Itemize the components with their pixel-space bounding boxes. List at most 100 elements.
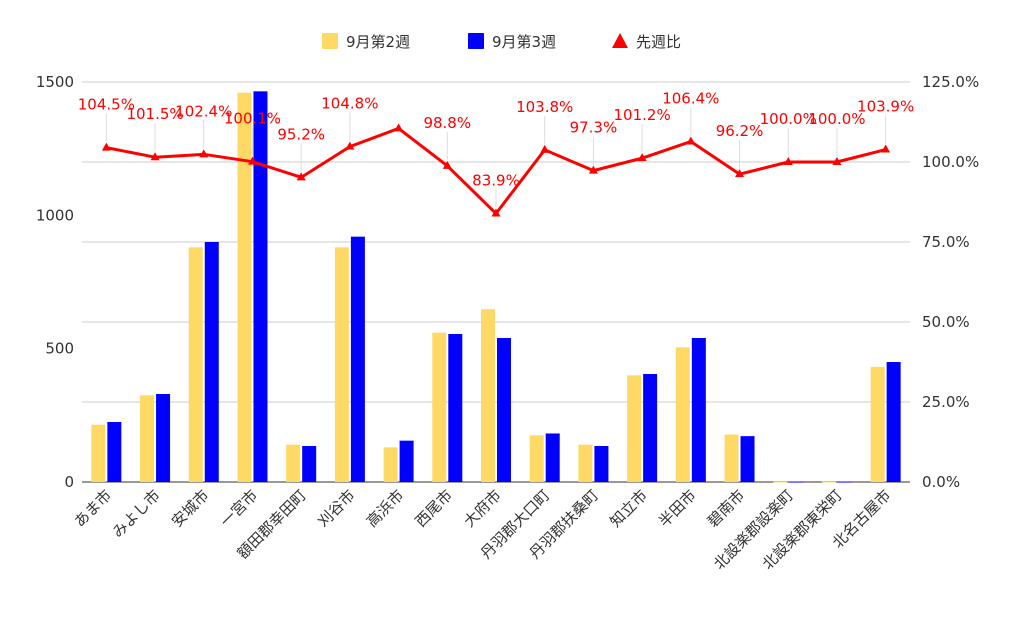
bar-week3 <box>886 362 901 482</box>
bar-week3 <box>497 338 511 482</box>
category-label: あま市 <box>71 486 116 531</box>
ratio-data-label: 103.8% <box>516 98 573 116</box>
ratio-point <box>491 208 501 217</box>
ratio-data-label: 96.2% <box>716 122 764 140</box>
bar-week2 <box>481 309 495 482</box>
bar-week3 <box>740 436 755 482</box>
bar-week3 <box>204 242 219 482</box>
ratio-data-label: 83.9% <box>472 172 520 190</box>
category-label: 安城市 <box>168 486 213 531</box>
right-tick-label: 0.0% <box>922 473 960 491</box>
bar-week2 <box>140 395 155 482</box>
ratio-data-label: 104.5% <box>78 96 135 114</box>
legend: 9月第2週 9月第3週 先週比 <box>322 33 681 51</box>
ratio-line: 104.5%101.5%102.4%100.1%95.2% 104.8% 98.8%… <box>78 90 914 217</box>
bar-week3 <box>545 433 560 482</box>
ratio-point <box>735 169 745 178</box>
bar-week3 <box>253 91 268 482</box>
ratio-data-label: 106.4% <box>662 90 719 108</box>
category-label: 高浜市 <box>363 486 408 531</box>
category-label: 半田市 <box>655 486 700 531</box>
ratio-point <box>686 136 696 145</box>
bar-week3 <box>789 481 804 483</box>
gridlines <box>82 81 910 483</box>
bar-week2 <box>724 434 739 482</box>
ratio-data-label: 101.2% <box>614 106 671 124</box>
bar-week3 <box>350 236 365 482</box>
ratio-data-label: 98.8% <box>423 114 471 132</box>
left-tick-label: 500 <box>45 340 74 358</box>
bar-week3 <box>107 422 122 482</box>
right-tick-label: 75.0% <box>922 233 970 251</box>
bar-week2 <box>237 92 252 483</box>
left-tick-label: 1500 <box>36 73 74 91</box>
category-label: 刈谷市 <box>314 486 359 531</box>
category-label: 大府市 <box>460 486 505 531</box>
left-tick-label: 1000 <box>36 206 74 224</box>
ratio-point <box>247 156 257 165</box>
category-label: 知立市 <box>606 486 651 531</box>
ratio-point <box>783 157 793 165</box>
ratio-data-label: 97.3% <box>570 119 618 137</box>
ratio-point <box>345 141 355 150</box>
bar-week2 <box>529 435 544 482</box>
ratio-point <box>442 160 452 169</box>
ratio-point <box>199 149 209 158</box>
ratio-point <box>394 123 404 132</box>
ratio-data-label: 101.5% <box>126 105 183 123</box>
right-tick-label: 100.0% <box>922 153 979 171</box>
right-tick-label: 25.0% <box>922 393 970 411</box>
ratio-data-label: 102.4% <box>175 102 232 120</box>
category-label: みよし市 <box>109 486 164 541</box>
category-label: 西尾市 <box>412 486 457 531</box>
bar-week2 <box>675 347 690 482</box>
bar-week2 <box>334 247 349 482</box>
bar-week3 <box>691 338 706 482</box>
bar-week2 <box>627 375 642 482</box>
bars <box>91 91 901 483</box>
bar-week3 <box>302 446 317 482</box>
bar-week3 <box>643 374 658 482</box>
ratio-data-label: 100.0% <box>808 110 865 128</box>
bar-week3 <box>837 481 852 483</box>
right-tick-label: 125.0% <box>922 73 979 91</box>
ratio-data-label: 100.1% <box>224 110 281 128</box>
ratio-point <box>832 157 842 165</box>
ratio-data-label: 95.2% <box>277 125 325 143</box>
bar-week3 <box>399 440 414 482</box>
bar-week3 <box>448 334 463 482</box>
bar-week3 <box>156 394 171 482</box>
legend-label: 9月第3週 <box>492 33 556 51</box>
legend-swatch <box>322 33 338 49</box>
bar-week2 <box>188 247 203 482</box>
ratio-point <box>588 165 598 174</box>
ratio-point <box>150 152 160 161</box>
ratio-data-label: 104.8% <box>321 95 378 113</box>
ratio-point <box>101 142 111 151</box>
ratio-point <box>637 153 647 162</box>
category-label: 一宮市 <box>217 486 262 531</box>
ratio-point <box>881 144 891 153</box>
ratio-point <box>540 144 550 153</box>
ratio-data-label: 100.0% <box>760 110 817 128</box>
legend-swatch <box>468 33 484 49</box>
left-axis: 0 500 1000 1500 <box>36 73 74 491</box>
right-axis: 0.0% 25.0% 50.0% 75.0% 100.0% 125.0% <box>922 73 979 491</box>
legend-swatch <box>612 33 628 48</box>
bar-week2 <box>773 481 788 483</box>
bar-week2 <box>870 366 885 482</box>
legend-label: 先週比 <box>636 33 681 51</box>
ratio-point <box>296 172 306 181</box>
bar-week2 <box>432 332 447 482</box>
bar-week2 <box>821 481 836 483</box>
legend-label: 9月第2週 <box>346 33 410 51</box>
bar-week2 <box>578 444 593 482</box>
bar-week2 <box>383 447 398 482</box>
ratio-data-label: 103.9% <box>857 98 914 116</box>
right-tick-label: 50.0% <box>922 313 970 331</box>
category-label: 碧南市 <box>704 486 749 531</box>
left-tick-label: 0 <box>64 473 74 491</box>
bar-week3 <box>594 446 609 482</box>
